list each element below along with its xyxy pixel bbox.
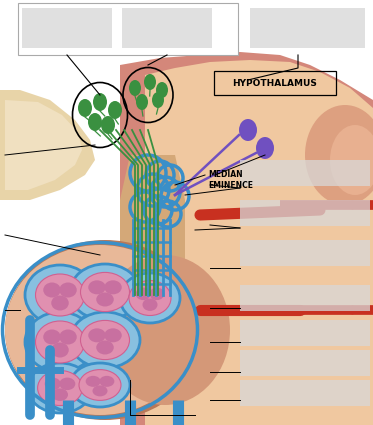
Ellipse shape — [144, 74, 156, 90]
Ellipse shape — [152, 92, 164, 108]
Ellipse shape — [70, 264, 140, 320]
Polygon shape — [5, 100, 82, 190]
Ellipse shape — [129, 80, 141, 96]
Ellipse shape — [136, 288, 151, 300]
Polygon shape — [145, 60, 373, 425]
Ellipse shape — [88, 280, 106, 295]
Polygon shape — [0, 90, 95, 200]
Ellipse shape — [51, 343, 69, 357]
Ellipse shape — [78, 99, 92, 117]
Ellipse shape — [96, 292, 114, 306]
Ellipse shape — [38, 371, 82, 405]
FancyBboxPatch shape — [240, 160, 370, 186]
Ellipse shape — [108, 101, 122, 119]
Ellipse shape — [35, 321, 85, 363]
Text: MEDIAN
EMINENCE: MEDIAN EMINENCE — [208, 170, 253, 190]
Ellipse shape — [256, 137, 274, 159]
Ellipse shape — [79, 370, 121, 400]
Ellipse shape — [45, 377, 61, 390]
Ellipse shape — [86, 376, 101, 387]
Ellipse shape — [104, 280, 122, 295]
Ellipse shape — [136, 94, 148, 110]
Ellipse shape — [59, 377, 75, 390]
Ellipse shape — [104, 329, 122, 342]
Ellipse shape — [43, 329, 61, 345]
FancyBboxPatch shape — [250, 8, 365, 48]
Ellipse shape — [35, 274, 85, 316]
FancyBboxPatch shape — [240, 200, 370, 226]
Ellipse shape — [70, 363, 130, 407]
FancyBboxPatch shape — [22, 8, 112, 48]
Ellipse shape — [88, 113, 102, 131]
Ellipse shape — [59, 283, 77, 297]
FancyBboxPatch shape — [122, 8, 212, 48]
Ellipse shape — [93, 93, 107, 111]
Ellipse shape — [5, 240, 205, 420]
FancyBboxPatch shape — [240, 285, 370, 311]
Ellipse shape — [70, 312, 140, 368]
Ellipse shape — [330, 125, 373, 195]
Ellipse shape — [5, 245, 195, 415]
Ellipse shape — [156, 82, 168, 98]
FancyBboxPatch shape — [240, 320, 370, 346]
Polygon shape — [120, 155, 185, 290]
Text: HYPOTHALAMUS: HYPOTHALAMUS — [232, 79, 317, 88]
Ellipse shape — [239, 119, 257, 141]
Ellipse shape — [52, 388, 68, 401]
Ellipse shape — [51, 295, 69, 311]
Ellipse shape — [101, 116, 115, 134]
Ellipse shape — [93, 385, 107, 397]
FancyBboxPatch shape — [240, 240, 370, 266]
FancyBboxPatch shape — [240, 350, 370, 376]
Ellipse shape — [28, 363, 92, 413]
Ellipse shape — [81, 320, 129, 360]
Ellipse shape — [149, 288, 164, 300]
Ellipse shape — [120, 273, 180, 323]
Ellipse shape — [100, 255, 230, 405]
Ellipse shape — [81, 272, 129, 312]
Ellipse shape — [305, 105, 373, 205]
Polygon shape — [120, 52, 373, 425]
FancyBboxPatch shape — [240, 380, 370, 406]
Ellipse shape — [96, 340, 114, 354]
FancyBboxPatch shape — [18, 3, 238, 55]
Ellipse shape — [43, 283, 61, 297]
Ellipse shape — [99, 376, 115, 387]
Ellipse shape — [25, 312, 95, 372]
Ellipse shape — [129, 280, 171, 315]
Ellipse shape — [59, 329, 77, 345]
Ellipse shape — [88, 329, 106, 342]
Ellipse shape — [142, 298, 157, 311]
Ellipse shape — [25, 265, 95, 325]
